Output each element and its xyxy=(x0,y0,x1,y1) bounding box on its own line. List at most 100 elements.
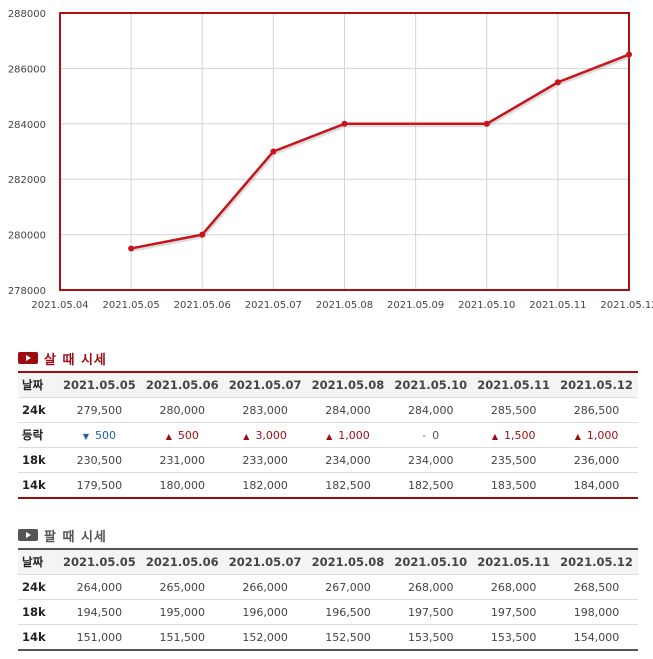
price-cell: 285,500 xyxy=(472,397,556,423)
sell-price-table: 날짜 2021.05.05 2021.05.06 2021.05.07 2021.05.… xyxy=(18,548,638,651)
x-tick-label: 2021.05.05 xyxy=(102,300,159,311)
price-cell: 154,000 xyxy=(555,624,638,651)
change-cell: ▼ 500 xyxy=(58,422,141,448)
row-label: 14k xyxy=(18,624,58,651)
row-label: 18k xyxy=(18,447,58,473)
price-cell: 179,500 xyxy=(58,472,141,499)
x-tick-label: 2021.05.10 xyxy=(458,300,515,311)
date-header-cell: 2021.05.12 xyxy=(555,371,638,398)
play-icon xyxy=(18,352,38,364)
x-tick-label: 2021.05.06 xyxy=(174,300,231,311)
buy-section-title: 살 때 시세 xyxy=(44,352,107,368)
price-cell: 235,500 xyxy=(472,447,556,473)
price-cell: 182,500 xyxy=(389,472,473,499)
table-row: 18k 230,500 231,000 233,000 234,000 234,000 23… xyxy=(18,447,638,473)
dash-icon: - xyxy=(422,430,427,442)
price-cell: 279,500 xyxy=(58,397,141,423)
row-label: 24k xyxy=(18,397,58,423)
y-tick-label: 282000 xyxy=(8,175,46,186)
change-value: 3,000 xyxy=(255,428,287,442)
y-tick-label: 286000 xyxy=(8,64,46,75)
price-cell: 230,500 xyxy=(58,447,141,473)
x-tick-label: 2021.05.11 xyxy=(529,300,586,311)
price-cell: 283,000 xyxy=(223,397,307,423)
date-header-cell: 2021.05.05 xyxy=(58,371,141,398)
table-row: 14k 179,500 180,000 182,000 182,500 182,500 18… xyxy=(18,472,638,499)
date-header-cell: 2021.05.11 xyxy=(472,548,556,575)
row-label: 14k xyxy=(18,472,58,499)
price-cell: 182,000 xyxy=(223,472,307,499)
x-tick-label: 2021.05.07 xyxy=(245,300,302,311)
x-tick-label: 2021.05.09 xyxy=(387,300,444,311)
y-tick-label: 278000 xyxy=(8,286,46,297)
x-tick-label: 2021.05.04 xyxy=(31,300,88,311)
table-row: 14k 151,000 151,500 152,000 152,500 153,500 15… xyxy=(18,624,638,651)
price-cell: 180,000 xyxy=(140,472,224,499)
price-cell: 231,000 xyxy=(140,447,224,473)
price-cell: 268,000 xyxy=(472,574,556,600)
y-tick-label: 288000 xyxy=(8,9,46,20)
table-header-row: 날짜 2021.05.05 2021.05.06 2021.05.07 2021.05.… xyxy=(18,548,638,575)
price-cell: 184,000 xyxy=(555,472,638,499)
date-header-cell: 2021.05.07 xyxy=(223,371,307,398)
price-cell: 266,000 xyxy=(223,574,307,600)
change-cell: ▲ 3,000 xyxy=(223,422,307,448)
price-cell: 268,000 xyxy=(389,574,473,600)
change-cell: ▲ 500 xyxy=(140,422,224,448)
up-arrow-icon: ▲ xyxy=(165,431,172,441)
up-arrow-icon: ▲ xyxy=(491,431,498,441)
price-cell: 268,500 xyxy=(555,574,638,600)
price-cell: 153,500 xyxy=(389,624,473,651)
table-header-row: 날짜 2021.05.05 2021.05.06 2021.05.07 2021.05.… xyxy=(18,371,638,398)
price-cell: 152,000 xyxy=(223,624,307,651)
change-value: 1,000 xyxy=(338,428,370,442)
price-line-chart: 278000 280000 282000 284000 286000 288000 2021… xyxy=(8,9,653,311)
price-cell: 280,000 xyxy=(140,397,224,423)
row-label: 24k xyxy=(18,574,58,600)
price-cell: 234,000 xyxy=(389,447,473,473)
data-point xyxy=(341,120,348,127)
play-icon xyxy=(18,529,38,541)
date-header-cell: 2021.05.06 xyxy=(140,548,224,575)
change-value: 1,000 xyxy=(586,428,619,442)
buy-price-table: 날짜 2021.05.05 2021.05.06 2021.05.07 2021.05.… xyxy=(18,371,638,499)
data-point xyxy=(626,51,632,58)
date-header-cell: 2021.05.08 xyxy=(306,371,390,398)
price-cell: 182,500 xyxy=(306,472,390,499)
table-row: 18k 194,500 195,000 196,000 196,500 197,500 19… xyxy=(18,599,638,625)
plot-frame xyxy=(59,12,630,291)
change-value: 500 xyxy=(177,428,199,442)
price-cell: 153,500 xyxy=(472,624,556,651)
price-cell: 197,500 xyxy=(389,599,473,625)
price-cell: 284,000 xyxy=(306,397,390,423)
down-arrow-icon: ▼ xyxy=(82,431,89,441)
up-arrow-icon: ▲ xyxy=(574,431,581,441)
change-value: 500 xyxy=(95,428,116,442)
price-cell: 183,500 xyxy=(472,472,556,499)
up-arrow-icon: ▲ xyxy=(243,431,250,441)
buy-price-section: 살 때 시세 날짜 2021.05.05 2021.05.06 2021.05.07 2… xyxy=(18,348,638,499)
price-cell: 196,500 xyxy=(306,599,390,625)
data-point xyxy=(270,148,277,155)
sell-section-title: 팔 때 시세 xyxy=(44,529,107,545)
date-column-header: 날짜 xyxy=(18,548,58,575)
y-tick-label: 280000 xyxy=(8,231,46,242)
change-value: 1,500 xyxy=(503,428,536,442)
price-cell: 236,000 xyxy=(555,447,638,473)
table-row: 24k 264,000 265,000 266,000 267,000 268,000 26… xyxy=(18,574,638,600)
date-header-cell: 2021.05.11 xyxy=(472,371,556,398)
change-value: 0 xyxy=(432,428,440,442)
x-tick-label: 2021.05.08 xyxy=(316,300,373,311)
series-line-shadow xyxy=(131,55,631,252)
row-label: 등락 xyxy=(18,422,58,448)
date-column-header: 날짜 xyxy=(18,371,58,398)
change-cell: ▲ 1,000 xyxy=(555,422,638,448)
price-cell: 233,000 xyxy=(223,447,307,473)
series-line xyxy=(130,53,630,250)
change-cell: ▲ 1,000 xyxy=(306,422,390,448)
price-cell: 151,500 xyxy=(140,624,224,651)
price-cell: 152,500 xyxy=(306,624,390,651)
date-header-cell: 2021.05.05 xyxy=(58,548,141,575)
price-cell: 284,000 xyxy=(389,397,473,423)
price-cell: 195,000 xyxy=(140,599,224,625)
